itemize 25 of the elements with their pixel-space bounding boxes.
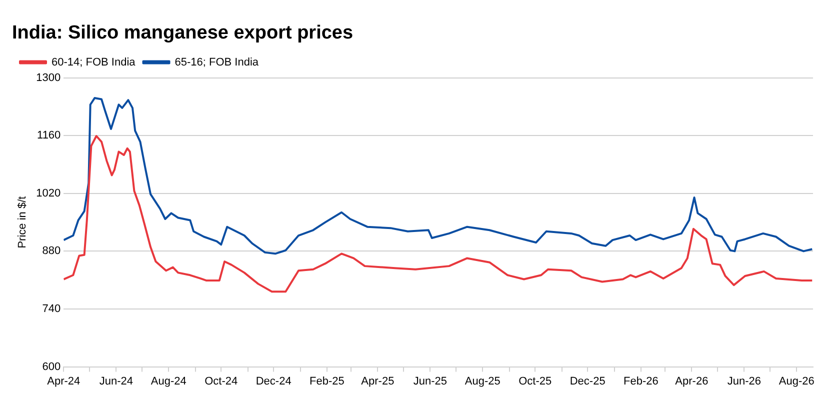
y-tick-label: 880 — [42, 245, 61, 258]
x-tick-label: Jun-26 — [727, 375, 761, 388]
x-tick-label: Aug-26 — [778, 375, 814, 388]
y-tick-label: 1160 — [37, 130, 61, 142]
chart-title: India: Silico manganese export prices — [12, 22, 354, 44]
x-tick-label: Oct-25 — [518, 375, 552, 388]
x-tick-label: Apr-25 — [361, 375, 394, 388]
x-tick-label: Jun-24 — [99, 375, 133, 388]
y-tick-label: 1020 — [36, 187, 61, 200]
legend-label: 60-14; FOB India — [52, 56, 136, 68]
x-tick-label: Jun-25 — [413, 375, 447, 388]
y-tick-label: 740 — [42, 303, 61, 316]
x-tick-label: Aug-25 — [464, 375, 500, 388]
x-tick-label: Oct-24 — [204, 375, 238, 388]
y-axis-title: Price in $/t — [16, 196, 29, 248]
x-tick-label: Apr-26 — [675, 375, 708, 388]
y-tick-label: 1300 — [36, 72, 61, 84]
x-tick-label: Feb-25 — [309, 375, 344, 388]
y-tick-label: 600 — [42, 360, 61, 373]
x-tick-label: Dec-24 — [256, 375, 292, 388]
x-tick-label: Feb-26 — [624, 375, 658, 388]
x-tick-label: Dec-25 — [570, 375, 606, 388]
legend-label: 65-16; FOB India — [174, 56, 260, 68]
x-tick-label: Apr-24 — [47, 375, 80, 388]
x-tick-label: Aug-24 — [150, 375, 186, 388]
